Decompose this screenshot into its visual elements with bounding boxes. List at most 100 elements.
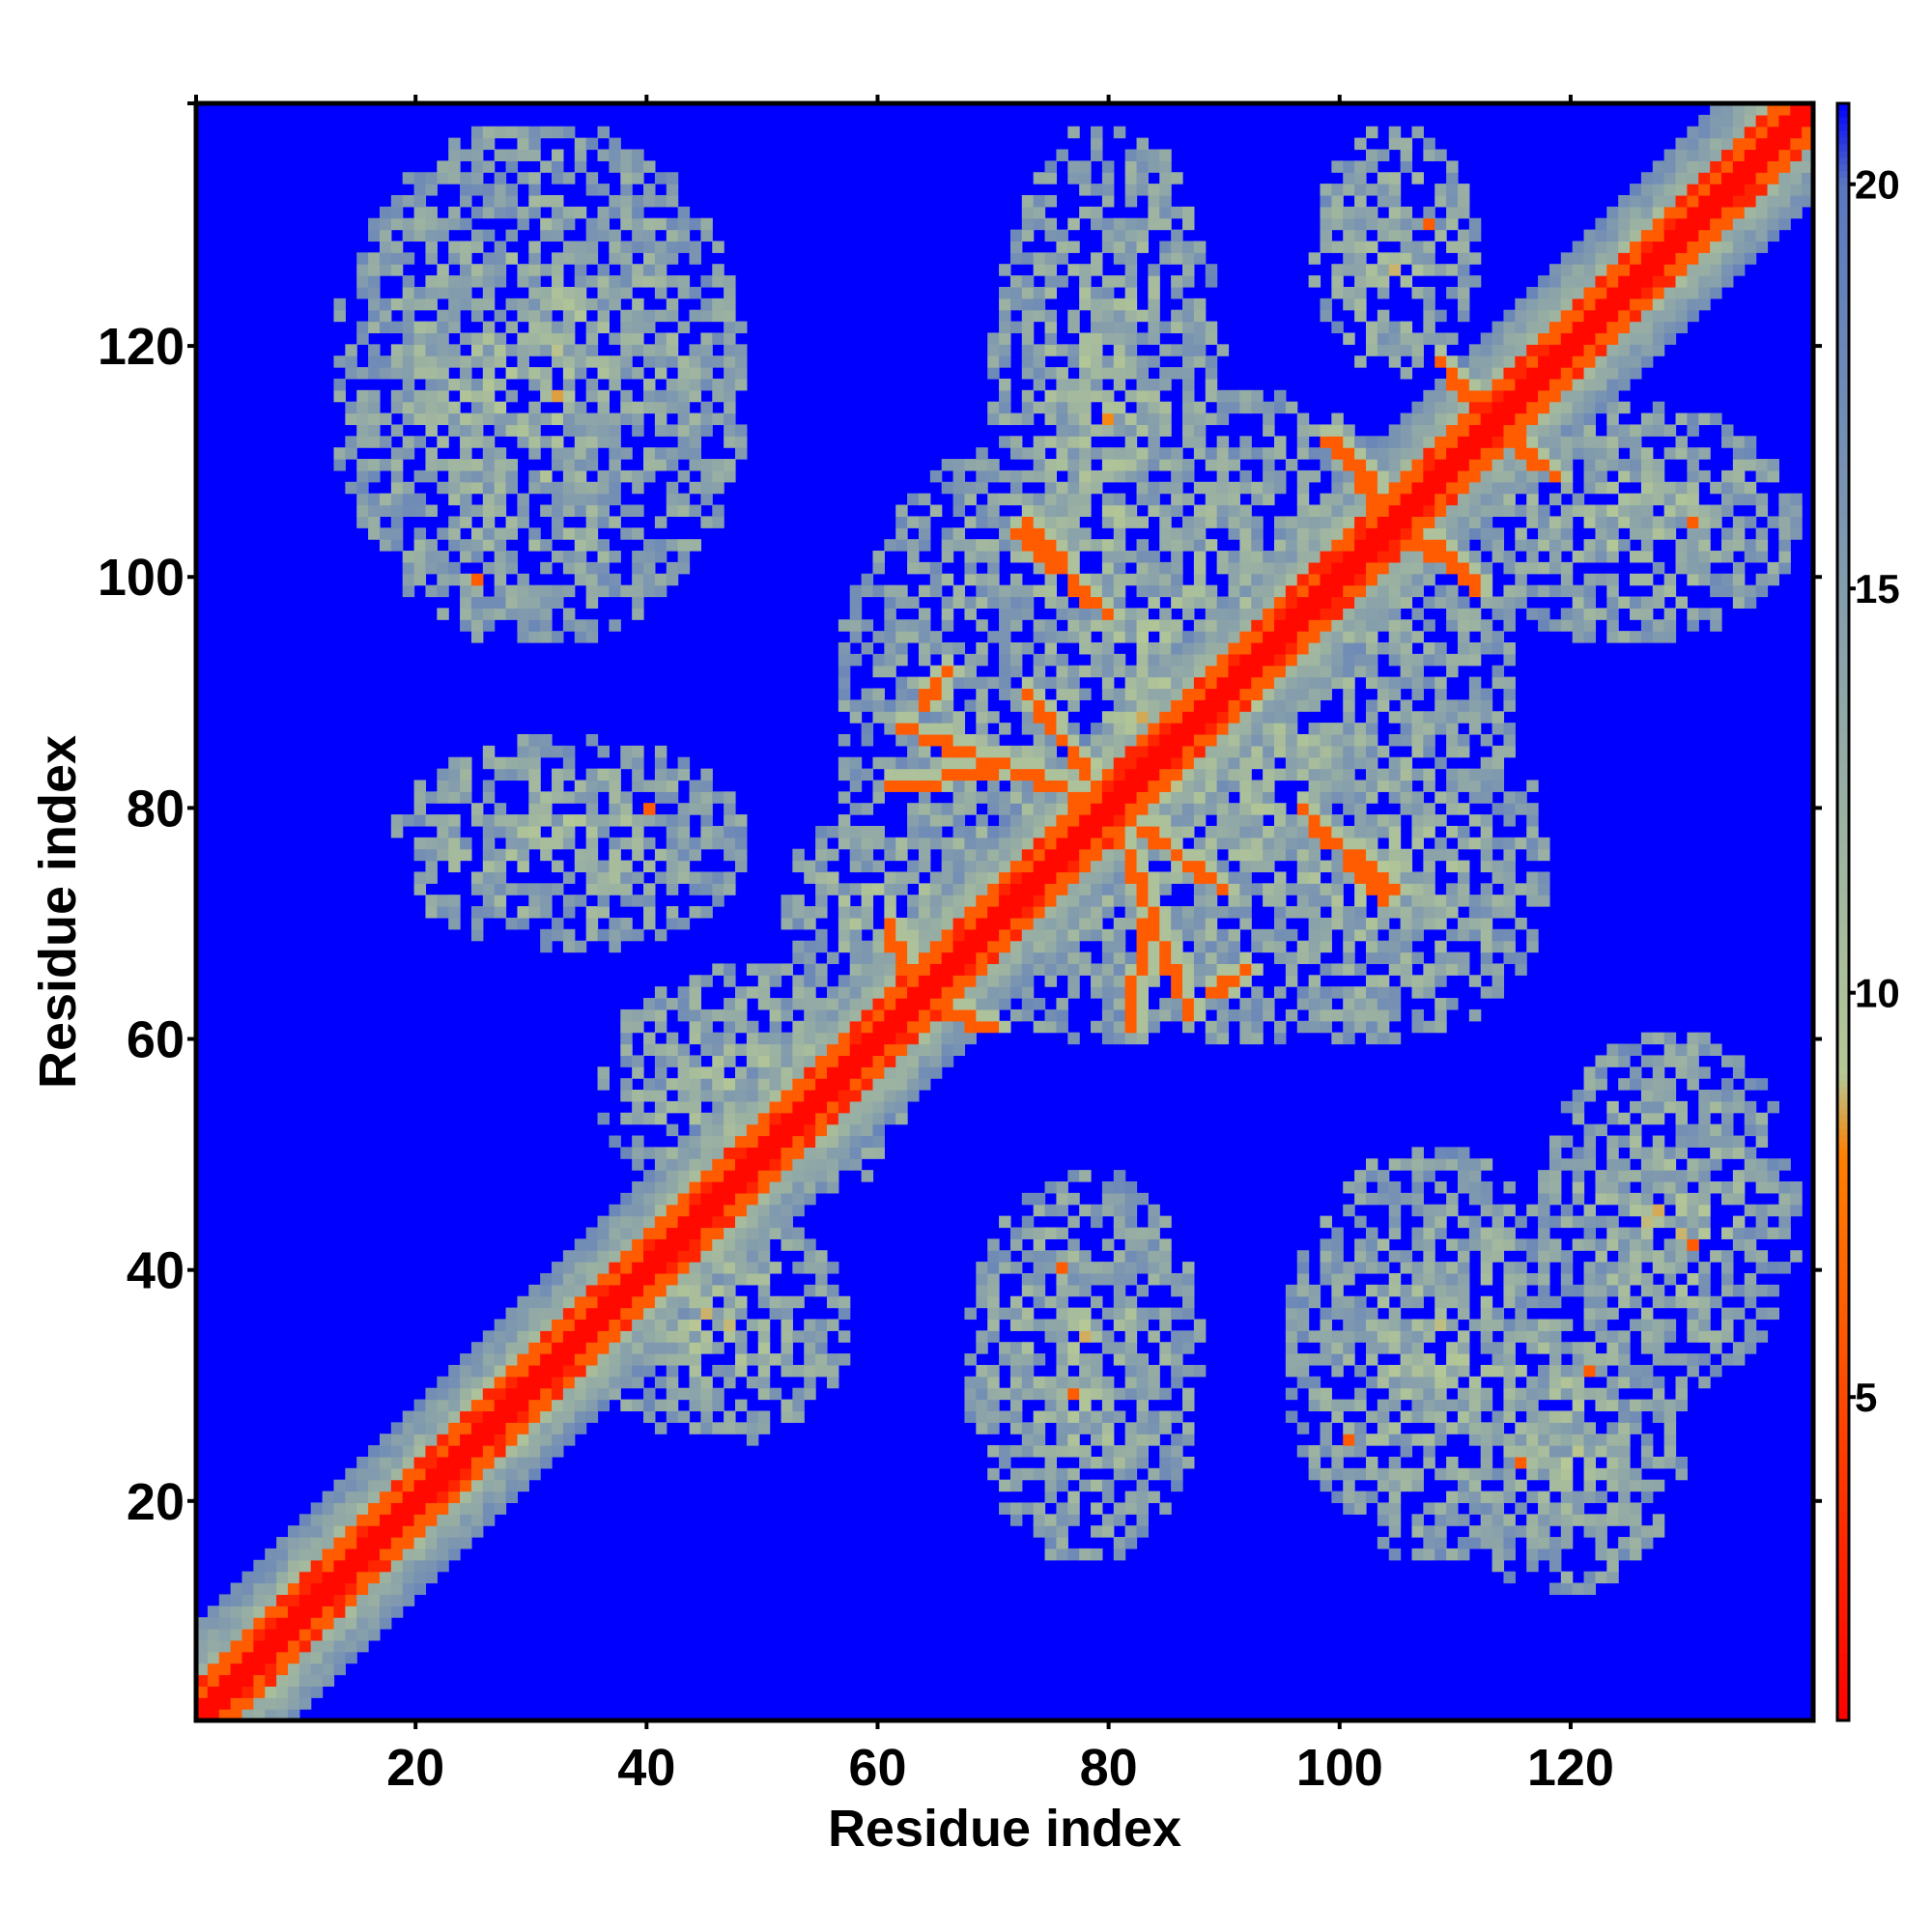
heatmap-cell (746, 1422, 759, 1435)
heatmap-cell (540, 561, 553, 575)
heatmap-cell (609, 241, 621, 253)
heatmap-cell (677, 998, 691, 1010)
heatmap-cell (815, 963, 828, 976)
heatmap-cell (368, 469, 381, 483)
heatmap-cell (849, 1135, 863, 1148)
heatmap-cell (632, 1295, 644, 1309)
heatmap-cell (999, 1307, 1011, 1321)
heatmap-cell (333, 1617, 346, 1630)
heatmap-cell (345, 447, 357, 460)
heatmap-cell (632, 848, 644, 862)
heatmap-cell (585, 860, 599, 873)
heatmap-cell (666, 401, 679, 414)
heatmap-cell (1320, 1250, 1332, 1263)
heatmap-cell (677, 1387, 691, 1401)
heatmap-cell (1033, 665, 1046, 678)
heatmap-cell (654, 1192, 668, 1206)
heatmap-cell (1056, 516, 1068, 528)
heatmap-cell (735, 1100, 748, 1114)
heatmap-cell (390, 527, 404, 540)
heatmap-cell (494, 1410, 507, 1423)
heatmap-cell (597, 1353, 610, 1366)
heatmap-cell (1009, 1342, 1023, 1354)
heatmap-cell (689, 1272, 701, 1286)
heatmap-cell (379, 1617, 392, 1630)
heatmap-cell (792, 1387, 805, 1401)
heatmap-cell (552, 286, 564, 299)
heatmap-cell (333, 1629, 346, 1641)
heatmap-cell (494, 561, 507, 575)
heatmap-cell (620, 917, 633, 930)
heatmap-cell (1171, 837, 1183, 850)
heatmap-cell (666, 217, 679, 231)
heatmap-cell (643, 1307, 656, 1321)
heatmap-cell (1251, 986, 1264, 999)
heatmap-cell (1159, 539, 1172, 552)
heatmap-cell (1296, 631, 1310, 643)
heatmap-cell (757, 1353, 771, 1366)
heatmap-cell (448, 780, 461, 792)
heatmap-cell (437, 286, 449, 299)
heatmap-cell (999, 1262, 1011, 1274)
heatmap-cell (1263, 711, 1275, 724)
heatmap-cell (390, 1582, 404, 1595)
heatmap-cell (1216, 986, 1230, 999)
heatmap-cell (1320, 1009, 1332, 1022)
heatmap-cell (1274, 837, 1287, 850)
heatmap-cell (1056, 504, 1068, 517)
heatmap-cell (666, 459, 679, 471)
heatmap-cell (540, 1353, 553, 1366)
heatmap-cell (379, 1434, 392, 1446)
heatmap-cell (861, 584, 874, 598)
heatmap-cell (964, 952, 977, 965)
heatmap-cell (1193, 539, 1207, 552)
heatmap-cell (1205, 412, 1218, 426)
heatmap-cell (1193, 871, 1207, 884)
heatmap-cell (1136, 653, 1149, 667)
heatmap-cell (1124, 160, 1138, 173)
heatmap-cell (666, 768, 679, 781)
heatmap-cell (1056, 1342, 1068, 1354)
heatmap-cell (494, 871, 507, 884)
heatmap-cell (781, 998, 793, 1010)
heatmap-cell (597, 1399, 610, 1412)
heatmap-cell (666, 1043, 679, 1056)
heatmap-cell (849, 803, 863, 815)
heatmap-cell (1228, 895, 1240, 907)
heatmap-cell (1101, 1422, 1115, 1435)
heatmap-cell (470, 1456, 484, 1469)
heatmap-cell (643, 998, 656, 1010)
heatmap-cell (1079, 286, 1092, 299)
heatmap-cell (987, 344, 1000, 356)
heatmap-cell (746, 1434, 759, 1446)
heatmap-cell (1296, 561, 1310, 575)
heatmap-cell (345, 1502, 357, 1515)
heatmap-cell (1308, 917, 1321, 930)
heatmap-cell (872, 1055, 885, 1067)
heatmap-cell (1067, 848, 1080, 862)
heatmap-cell (815, 860, 828, 873)
heatmap-cell (540, 1330, 553, 1343)
heatmap-cell (517, 1319, 529, 1331)
heatmap-cell (1159, 608, 1172, 620)
heatmap-cell (482, 883, 496, 895)
heatmap-cell (368, 309, 381, 323)
heatmap-cell (1101, 688, 1115, 700)
heatmap-cell (470, 275, 484, 288)
heatmap-cell (1228, 584, 1240, 598)
heatmap-cell (1136, 642, 1149, 655)
heatmap-cell (918, 1055, 931, 1067)
heatmap-cell (918, 699, 931, 712)
heatmap-cell (1263, 860, 1275, 873)
heatmap-cell (1136, 424, 1149, 437)
heatmap-cell (425, 1434, 438, 1446)
heatmap-cell (838, 940, 851, 953)
heatmap-cell (1091, 1387, 1103, 1401)
heatmap-cell (976, 653, 988, 667)
heatmap-cell (448, 539, 461, 552)
heatmap-cell (999, 619, 1011, 632)
heatmap-cell (1205, 803, 1218, 815)
heatmap-cell (976, 459, 988, 471)
heatmap-cell (1009, 768, 1023, 781)
heatmap-cell (310, 1571, 324, 1584)
